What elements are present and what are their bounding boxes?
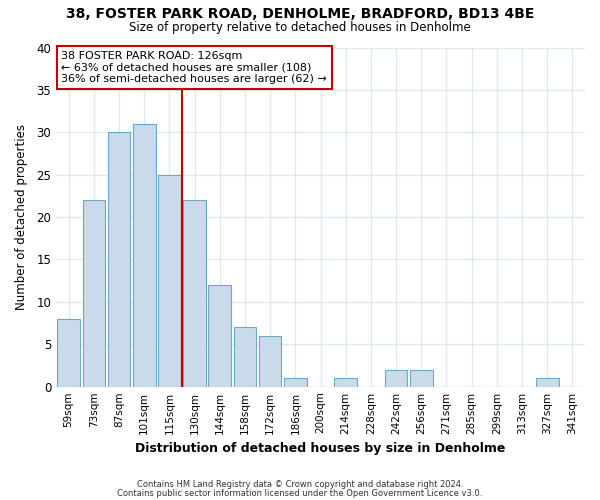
Text: 38, FOSTER PARK ROAD, DENHOLME, BRADFORD, BD13 4BE: 38, FOSTER PARK ROAD, DENHOLME, BRADFORD… [66, 8, 534, 22]
Text: Contains public sector information licensed under the Open Government Licence v3: Contains public sector information licen… [118, 488, 482, 498]
Bar [334, 378, 357, 386]
Bar [259, 336, 281, 386]
Bar [108, 132, 130, 386]
Bar [284, 378, 307, 386]
Bar [233, 328, 256, 386]
Bar [536, 378, 559, 386]
Text: Contains HM Land Registry data © Crown copyright and database right 2024.: Contains HM Land Registry data © Crown c… [137, 480, 463, 489]
Bar [158, 174, 181, 386]
Bar [208, 285, 231, 386]
Y-axis label: Number of detached properties: Number of detached properties [15, 124, 28, 310]
Bar [183, 200, 206, 386]
Bar [410, 370, 433, 386]
X-axis label: Distribution of detached houses by size in Denholme: Distribution of detached houses by size … [136, 442, 506, 455]
Bar [133, 124, 155, 386]
Bar [58, 319, 80, 386]
Bar [83, 200, 105, 386]
Bar [385, 370, 407, 386]
Text: 38 FOSTER PARK ROAD: 126sqm
← 63% of detached houses are smaller (108)
36% of se: 38 FOSTER PARK ROAD: 126sqm ← 63% of det… [61, 51, 327, 84]
Text: Size of property relative to detached houses in Denholme: Size of property relative to detached ho… [129, 21, 471, 34]
